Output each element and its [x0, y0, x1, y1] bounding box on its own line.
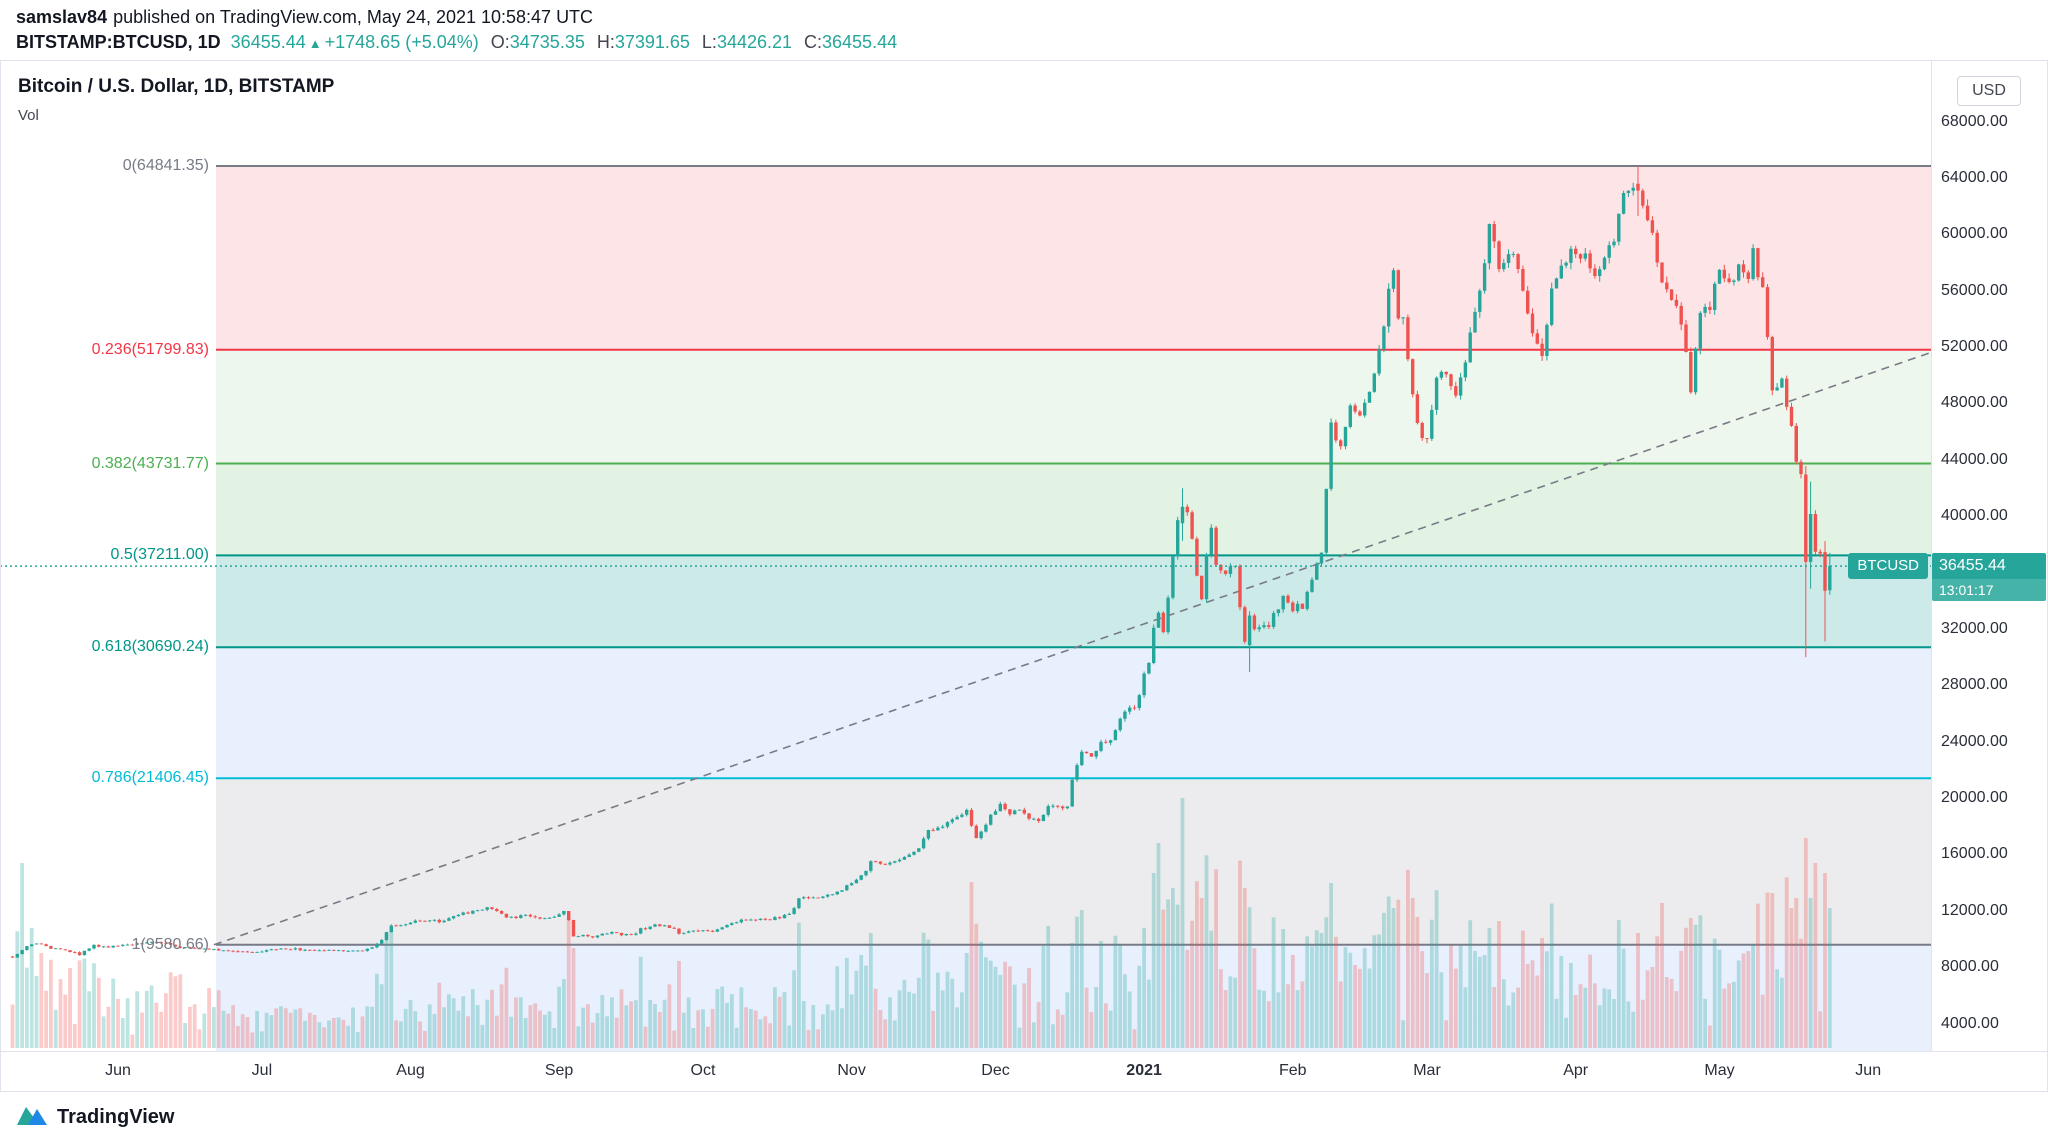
open-label: O:: [490, 32, 510, 52]
price-tick-12000: 12000.00: [1941, 901, 2008, 919]
low-label: L:: [701, 32, 717, 52]
time-axis[interactable]: [1, 1051, 2047, 1091]
symbol-price-chip: BTCUSD: [1848, 553, 1928, 580]
tradingview-logo-icon[interactable]: [16, 1102, 48, 1133]
open-value: 34735.35: [509, 32, 585, 52]
price-tick-52000: 52000.00: [1941, 338, 2008, 355]
price-tick-68000: 68000.00: [1941, 112, 2008, 130]
price-tick-24000: 24000.00: [1941, 732, 2008, 750]
chart-frame: [0, 60, 2048, 1092]
close-label: C:: [804, 32, 823, 52]
time-label-aug: Aug: [396, 1062, 425, 1079]
fib-band-4: [216, 647, 1931, 779]
up-arrow-icon: ▲: [308, 36, 322, 51]
fib-band-2: [216, 463, 1931, 556]
close-value: 36455.44: [822, 32, 898, 52]
price-badge-countdown: 13:01:17: [1932, 579, 2046, 602]
time-label-apr: Apr: [1563, 1062, 1589, 1079]
price-tick-60000: 60000.00: [1941, 225, 2008, 243]
symbol-title: BITSTAMP:BTCUSD, 1D: [16, 32, 221, 52]
time-label-sep: Sep: [544, 1062, 574, 1079]
time-label-dec: Dec: [981, 1062, 1010, 1079]
fib-band-3: [216, 555, 1931, 648]
author-name: samslav84: [16, 7, 108, 27]
ohlc-low: L:34426.21: [702, 32, 792, 52]
time-label-nov: Nov: [837, 1062, 866, 1079]
price-tick-16000: 16000.00: [1941, 845, 2008, 863]
time-label-jun: Jun: [1855, 1062, 1882, 1079]
high-value: 37391.65: [614, 32, 690, 52]
ohlc-open: O:34735.35: [491, 32, 585, 52]
chart-legend: Bitcoin / U.S. Dollar, 1D, BITSTAMP Vol: [18, 76, 334, 124]
fib-label-0.786: 0.786(21406.45): [91, 769, 209, 787]
time-label-mar: Mar: [1413, 1062, 1441, 1079]
fib-band-0: [216, 166, 1931, 350]
price-tick-44000: 44000.00: [1941, 450, 2008, 468]
price-tick-20000: 20000.00: [1941, 789, 2008, 806]
fib-label-1: 1(9580.66): [131, 935, 209, 953]
price-tick-48000: 48000.00: [1941, 394, 2008, 412]
fib-label-0.382: 0.382(43731.77): [91, 454, 209, 472]
time-label-jun: Jun: [105, 1062, 131, 1079]
currency-usd-button[interactable]: USD: [1957, 76, 2021, 106]
time-label-oct: Oct: [690, 1062, 716, 1079]
published-text: published on TradingView.com, May 24, 20…: [113, 7, 594, 27]
publish-info: samslav84 published on TradingView.com, M…: [16, 7, 593, 28]
low-value: 34426.21: [716, 32, 793, 52]
fib-band-1: [216, 349, 1931, 464]
time-label-feb: Feb: [1279, 1062, 1307, 1079]
symbol-header: BITSTAMP:BTCUSD, 1D 36455.44 ▲ +1748.65 (+5…: [16, 32, 897, 53]
price-tick-8000: 8000.00: [1941, 958, 1999, 976]
price-tick-40000: 40000.00: [1941, 507, 2008, 525]
ohlc-high: H:37391.65: [597, 32, 690, 52]
price-tick-56000: 56000.00: [1941, 281, 2008, 299]
volume-up-bars: [15, 798, 1832, 1048]
time-label-jul: Jul: [251, 1062, 273, 1079]
fib-label-0: 0(64841.35): [122, 157, 209, 174]
last-price: 36455.44: [230, 32, 306, 52]
ohlc-close: C:36455.44: [804, 32, 897, 52]
chart-legend-title[interactable]: Bitcoin / U.S. Dollar, 1D, BITSTAMP: [18, 76, 335, 97]
fib-label-0.236: 0.236(51799.83): [91, 340, 209, 358]
price-badge: 36455.44 13:01:17: [1932, 553, 2046, 602]
time-label-may: May: [1704, 1062, 1735, 1079]
volume-legend[interactable]: Vol: [18, 107, 39, 124]
price-tick-32000: 32000.00: [1941, 619, 2008, 637]
price-badge-value: 36455.44: [1932, 553, 2046, 580]
price-change: +1748.65 (+5.04%): [324, 32, 479, 52]
fib-band-6: [216, 944, 1931, 1051]
price-tick-64000: 64000.00: [1941, 168, 2008, 186]
fib-label-0.5: 0.5(37211.00): [110, 546, 209, 564]
trendline[interactable]: [213, 351, 1931, 946]
footer: TradingView: [16, 1102, 174, 1133]
fib-label-0.618: 0.618(30690.24): [91, 638, 209, 656]
time-label-2021: 2021: [1126, 1062, 1162, 1079]
tradingview-logo-text[interactable]: TradingView: [57, 1106, 175, 1128]
price-tick-4000: 4000.00: [1941, 1014, 1999, 1032]
price-tick-28000: 28000.00: [1941, 676, 2008, 694]
high-label: H:: [596, 32, 615, 52]
